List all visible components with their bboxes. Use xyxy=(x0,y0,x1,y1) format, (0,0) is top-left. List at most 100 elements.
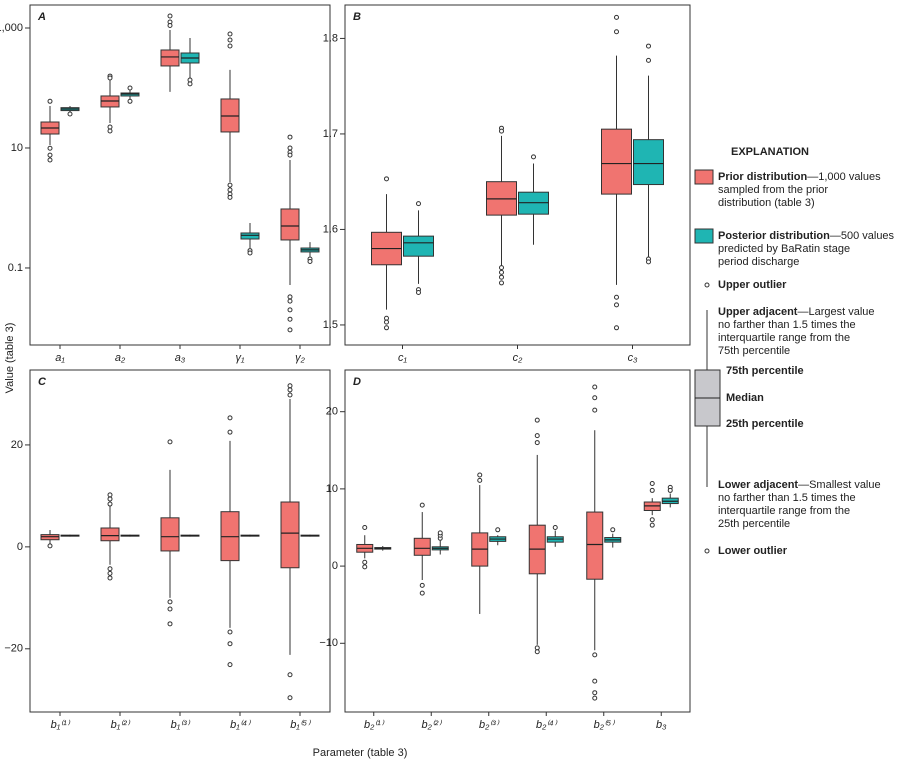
x-tick-label: a₂ xyxy=(115,352,126,364)
outlier xyxy=(287,134,293,140)
outlier xyxy=(416,289,421,295)
box xyxy=(403,235,434,257)
outlier xyxy=(107,124,113,130)
x-tick-label: b₂⁽⁴⁾ xyxy=(536,719,558,731)
outlier xyxy=(187,77,193,83)
legend-posterior: period discharge xyxy=(718,256,799,268)
x-tick-label: a₁ xyxy=(55,352,65,364)
outlier xyxy=(667,487,673,493)
x-tick-label: b₁⁽⁴⁾ xyxy=(230,719,251,731)
outlier xyxy=(47,145,53,151)
outlier xyxy=(167,23,173,29)
outlier xyxy=(646,259,651,265)
x-tick-label: b₃ xyxy=(656,719,667,731)
legend-posterior: predicted by BaRatin stage xyxy=(718,243,850,255)
outlier xyxy=(47,157,53,163)
outlier xyxy=(287,327,293,333)
legend-prior: Prior distribution—1,000 values xyxy=(718,171,881,183)
outlier xyxy=(107,75,113,81)
outlier xyxy=(384,319,389,325)
x-tick-label: b₂⁽²⁾ xyxy=(422,719,443,731)
outlier xyxy=(499,265,504,271)
outlier xyxy=(227,415,233,421)
outlier xyxy=(534,649,540,655)
outlier xyxy=(227,429,233,435)
box xyxy=(601,128,632,195)
outlier xyxy=(167,439,173,445)
outlier xyxy=(384,176,389,182)
outlier xyxy=(107,492,113,498)
key-lower-adjacent-term: Lower adjacent xyxy=(718,479,798,491)
outlier xyxy=(47,152,53,158)
y-tick-label: 10 xyxy=(11,142,23,154)
outlier xyxy=(477,477,483,483)
outlier xyxy=(649,487,655,493)
outlier xyxy=(227,641,233,647)
outlier xyxy=(127,98,133,104)
x-tick-label: γ₂ xyxy=(295,352,306,364)
y-axis-label: Value (table 3) xyxy=(4,323,16,394)
outlier xyxy=(531,154,536,160)
outlier xyxy=(307,259,313,265)
outlier xyxy=(416,201,421,207)
outlier xyxy=(167,13,173,19)
x-tick-label: c₁ xyxy=(398,352,408,364)
outlier xyxy=(47,543,53,549)
key-label: 25th percentile xyxy=(726,418,804,430)
x-axis-label: Parameter (table 3) xyxy=(313,747,408,759)
x-tick-label: b₂⁽¹⁾ xyxy=(364,719,385,731)
x-tick-label: b₁⁽¹⁾ xyxy=(51,719,71,731)
box xyxy=(240,232,260,240)
panel-label: A xyxy=(37,11,46,23)
box xyxy=(160,49,180,67)
outlier xyxy=(534,417,540,423)
outlier xyxy=(167,621,173,627)
outlier xyxy=(127,85,133,91)
outlier xyxy=(499,128,504,134)
x-tick-label: b₂⁽³⁾ xyxy=(479,719,500,731)
legend-swatch xyxy=(694,169,714,185)
outlier xyxy=(287,307,293,313)
key-upper-adjacent: Upper adjacent—Largest value xyxy=(718,306,875,318)
panel-label: C xyxy=(38,376,47,388)
key-upper-adjacent-text: no farther than 1.5 times the xyxy=(718,319,856,331)
legend-posterior-text: predicted by BaRatin stage xyxy=(718,243,850,255)
outlier xyxy=(614,29,619,35)
x-tick-label: a₃ xyxy=(175,352,186,364)
y-tick-label: 1.7 xyxy=(323,128,338,140)
legend-posterior-text: period discharge xyxy=(718,256,799,268)
key-lower-adjacent-text: 25th percentile xyxy=(718,518,790,530)
outlier xyxy=(534,433,540,439)
outlier xyxy=(362,564,368,570)
key-outlier xyxy=(704,282,710,288)
x-tick-label: c₂ xyxy=(513,352,524,364)
outlier xyxy=(227,43,233,49)
key-upper-adjacent-text: 75th percentile xyxy=(718,345,790,357)
x-tick-label: b₁⁽⁵⁾ xyxy=(290,719,311,731)
panel-frame xyxy=(344,369,691,713)
outlier xyxy=(592,407,598,413)
outlier xyxy=(592,678,598,684)
outlier xyxy=(384,325,389,331)
outlier xyxy=(47,98,53,104)
outlier xyxy=(167,599,173,605)
outlier xyxy=(646,57,651,63)
outlier xyxy=(187,81,193,87)
outlier xyxy=(592,395,598,401)
y-tick-label: 1.5 xyxy=(323,319,338,331)
y-tick-label: 20 xyxy=(326,406,338,418)
outlier xyxy=(287,145,293,151)
key-lower-adjacent: Lower adjacent—Smallest value xyxy=(718,479,881,491)
key-upper-adjacent: interquartile range from the xyxy=(718,332,850,344)
key-label: Upper outlier xyxy=(718,279,787,291)
box xyxy=(280,208,300,241)
legend-prior-text: sampled from the prior xyxy=(718,184,828,196)
outlier xyxy=(67,111,73,117)
y-tick-label: 1.6 xyxy=(323,223,338,235)
legend-title: EXPLANATION xyxy=(731,146,809,158)
y-tick-label: 10 xyxy=(326,483,338,495)
outlier xyxy=(419,502,425,508)
y-tick-label: 20 xyxy=(11,439,23,451)
key-upper-adjacent-text: —Largest value xyxy=(797,306,874,318)
